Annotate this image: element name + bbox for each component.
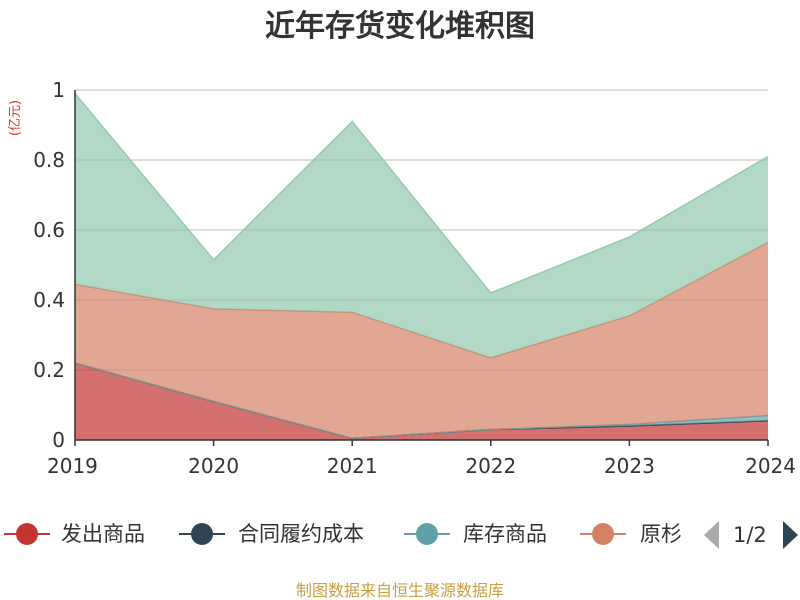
x-tick-labels: 2019 2020 2021 2022 2023 2024 bbox=[47, 454, 796, 478]
legend-marker bbox=[191, 523, 213, 545]
y-tick-label: 0 bbox=[52, 428, 65, 452]
y-tick-labels: 0 0.2 0.4 0.6 0.8 1 bbox=[33, 78, 65, 452]
x-tick-label: 2019 bbox=[47, 454, 98, 478]
legend-item-yuancailiao[interactable]: 原杉 bbox=[580, 522, 682, 546]
area-series bbox=[74, 93, 769, 440]
legend-item-hetong[interactable]: 合同履约成本 bbox=[179, 522, 364, 546]
y-tick-label: 0.8 bbox=[33, 148, 65, 172]
x-tick-label: 2021 bbox=[327, 454, 378, 478]
x-tick-label: 2023 bbox=[604, 454, 655, 478]
axes bbox=[74, 90, 769, 446]
source-note: 制图数据来自恒生聚源数据库 bbox=[296, 581, 504, 600]
legend-item-fachu[interactable]: 发出商品 bbox=[4, 522, 145, 546]
legend-label: 原杉 bbox=[640, 522, 682, 546]
legend-marker bbox=[592, 523, 614, 545]
y-tick-label: 0.4 bbox=[33, 288, 65, 312]
y-axis-unit: (亿元) bbox=[8, 100, 23, 136]
legend-next-arrow-icon[interactable] bbox=[783, 521, 798, 549]
legend-label: 合同履约成本 bbox=[238, 522, 364, 546]
area-series-4 bbox=[75, 93, 768, 358]
x-tick-label: 2024 bbox=[745, 454, 796, 478]
legend-prev-arrow-icon[interactable] bbox=[704, 521, 719, 549]
chart-title: 近年存货变化堆积图 bbox=[265, 9, 535, 44]
legend-marker bbox=[16, 523, 38, 545]
y-tick-label: 1 bbox=[52, 78, 65, 102]
legend: 发出商品 合同履约成本 库存商品 原杉 1/2 bbox=[4, 521, 798, 549]
legend-page-indicator: 1/2 bbox=[733, 523, 767, 547]
x-tick-label: 2020 bbox=[188, 454, 239, 478]
area-series-3 bbox=[75, 242, 768, 439]
area-series-0 bbox=[75, 363, 768, 440]
legend-item-kucun[interactable]: 库存商品 bbox=[404, 522, 547, 546]
x-tick-label: 2022 bbox=[465, 454, 516, 478]
legend-label: 库存商品 bbox=[463, 522, 547, 546]
y-tick-label: 0.2 bbox=[33, 358, 65, 382]
legend-marker bbox=[416, 523, 438, 545]
legend-label: 发出商品 bbox=[61, 522, 145, 546]
y-tick-label: 0.6 bbox=[33, 218, 65, 242]
series-line-4 bbox=[74, 93, 769, 294]
